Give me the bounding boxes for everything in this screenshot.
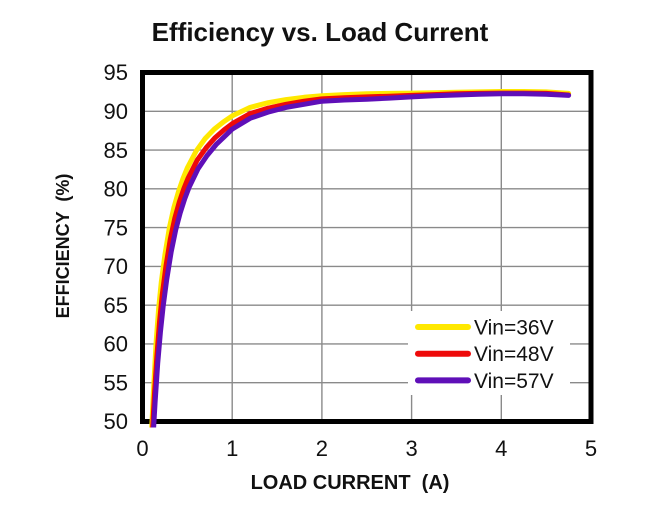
y-tick-label: 75: [104, 215, 128, 240]
y-tick-label: 95: [104, 60, 128, 85]
x-tick-label: 0: [136, 436, 148, 461]
y-tick-label: 65: [104, 293, 128, 318]
x-tick-label: 3: [405, 436, 417, 461]
tick-labels: 50 55 60 65 70 75 80 85 90 95 0 1 2 3 4 5: [104, 60, 598, 461]
y-tick-label: 80: [104, 177, 128, 202]
plot-frame: [140, 70, 594, 424]
series-group: [149, 89, 572, 428]
x-tick-label: 1: [226, 436, 238, 461]
chart-title: Efficiency vs. Load Current: [151, 17, 489, 47]
series-line-vin-57v: [151, 91, 572, 428]
legend-label-3: Vin=57V: [474, 370, 554, 393]
x-axis-title: LOAD CURRENT (A): [250, 472, 450, 494]
y-tick-label: 60: [104, 332, 128, 357]
x-tick-label: 2: [316, 436, 328, 461]
legend-label-1: Vin=36V: [474, 316, 554, 339]
x-tick-label: 4: [495, 436, 507, 461]
y-tick-label: 50: [104, 409, 128, 434]
x-tick-label: 5: [585, 436, 597, 461]
legend-label-2: Vin=48V: [474, 343, 554, 366]
y-tick-label: 85: [104, 138, 128, 163]
y-tick-label: 55: [104, 370, 128, 395]
y-tick-label: 70: [104, 254, 128, 279]
legend: Vin=36V Vin=48V Vin=57V: [408, 311, 570, 395]
y-tick-label: 90: [104, 99, 128, 124]
